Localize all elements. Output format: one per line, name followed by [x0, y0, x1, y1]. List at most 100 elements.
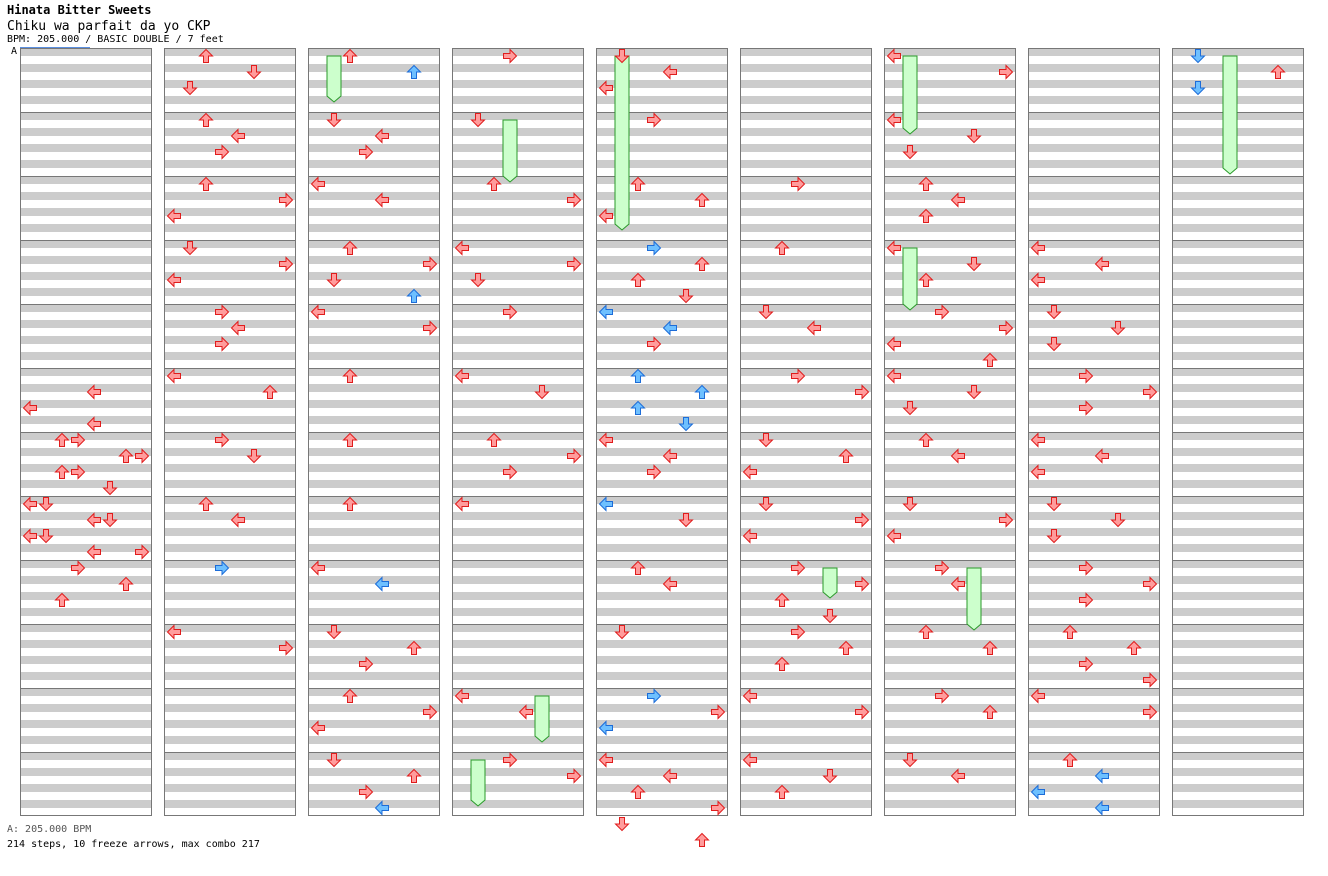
beat-band — [596, 640, 728, 648]
beat-band — [308, 112, 440, 120]
beat-band — [452, 640, 584, 648]
beat-band — [1172, 320, 1304, 328]
beat-band — [20, 512, 152, 520]
beat-band — [740, 416, 872, 424]
beat-band — [1172, 176, 1304, 184]
beat-band — [452, 304, 584, 312]
step-arrow — [359, 656, 374, 672]
beat-band — [1172, 304, 1304, 312]
beat-band — [740, 352, 872, 360]
beat-band — [1028, 752, 1160, 760]
beat-band — [1028, 560, 1160, 568]
step-arrow — [742, 528, 757, 544]
beat-band — [308, 480, 440, 488]
beat-band — [164, 144, 296, 152]
beat-band — [1028, 192, 1160, 200]
step-arrow — [326, 625, 342, 640]
beat-band — [596, 688, 728, 696]
step-arrow — [1094, 448, 1109, 464]
step-arrow — [326, 753, 342, 768]
section-marker: A — [11, 46, 18, 57]
beat-band — [740, 592, 872, 600]
step-arrow — [630, 400, 646, 415]
beat-band — [164, 464, 296, 472]
beat-band — [740, 448, 872, 456]
step-arrow — [1030, 432, 1045, 448]
chart-column — [596, 48, 728, 816]
beat-band — [452, 480, 584, 488]
beat-band — [20, 208, 152, 216]
beat-band — [740, 624, 872, 632]
step-arrow — [647, 688, 662, 704]
beat-band — [596, 64, 728, 72]
beat-band — [596, 608, 728, 616]
step-arrow — [694, 384, 710, 399]
beat-band — [1172, 688, 1304, 696]
beat-band — [164, 208, 296, 216]
beat-band — [20, 752, 152, 760]
step-arrow — [1079, 656, 1094, 672]
beat-band — [452, 144, 584, 152]
step-arrow — [342, 432, 358, 447]
step-arrow — [630, 560, 646, 575]
beat-band — [1172, 48, 1304, 56]
beat-band — [308, 256, 440, 264]
step-arrow — [758, 305, 774, 320]
beat-band — [1028, 64, 1160, 72]
step-arrow — [279, 640, 294, 656]
beat-band — [452, 800, 584, 808]
beat-band — [740, 368, 872, 376]
beat-band — [596, 480, 728, 488]
beat-band — [1028, 576, 1160, 584]
beat-band — [1028, 384, 1160, 392]
beat-band — [308, 400, 440, 408]
beat-band — [596, 592, 728, 600]
step-arrow — [22, 496, 37, 512]
beat-band — [1028, 112, 1160, 120]
beat-band — [740, 752, 872, 760]
step-arrow — [614, 817, 630, 832]
step-arrow — [935, 560, 950, 576]
step-arrow — [246, 65, 262, 80]
beat-band — [884, 272, 1016, 280]
beat-band — [884, 512, 1016, 520]
beat-band — [452, 784, 584, 792]
step-arrow — [1143, 576, 1158, 592]
beat-band — [1172, 368, 1304, 376]
beat-band — [1028, 368, 1160, 376]
beat-band — [308, 432, 440, 440]
step-arrow — [902, 401, 918, 416]
step-arrow — [855, 512, 870, 528]
beat-band — [1028, 176, 1160, 184]
beat-band — [20, 608, 152, 616]
beat-band — [740, 144, 872, 152]
beat-band — [1172, 752, 1304, 760]
beat-band — [452, 256, 584, 264]
beat-band — [20, 80, 152, 88]
beat-band — [1028, 336, 1160, 344]
step-arrow — [71, 464, 86, 480]
step-arrow — [838, 448, 854, 463]
beat-band — [308, 336, 440, 344]
beat-band — [1028, 800, 1160, 808]
beat-band — [164, 576, 296, 584]
beat-band — [1172, 192, 1304, 200]
beat-band — [1028, 224, 1160, 232]
step-arrow — [166, 208, 181, 224]
beat-band — [452, 464, 584, 472]
step-arrow — [678, 289, 694, 304]
beat-band — [20, 640, 152, 648]
beat-band — [164, 48, 296, 56]
beat-band — [164, 128, 296, 136]
beat-band — [596, 208, 728, 216]
step-arrow — [855, 704, 870, 720]
beat-band — [740, 336, 872, 344]
beat-band — [596, 304, 728, 312]
step-arrow — [886, 240, 901, 256]
step-arrow — [999, 320, 1014, 336]
beat-band — [164, 272, 296, 280]
step-arrow — [454, 496, 469, 512]
bpm-legend: A: 205.000 BPM — [7, 824, 92, 835]
beat-band — [1028, 48, 1160, 56]
beat-band — [740, 192, 872, 200]
